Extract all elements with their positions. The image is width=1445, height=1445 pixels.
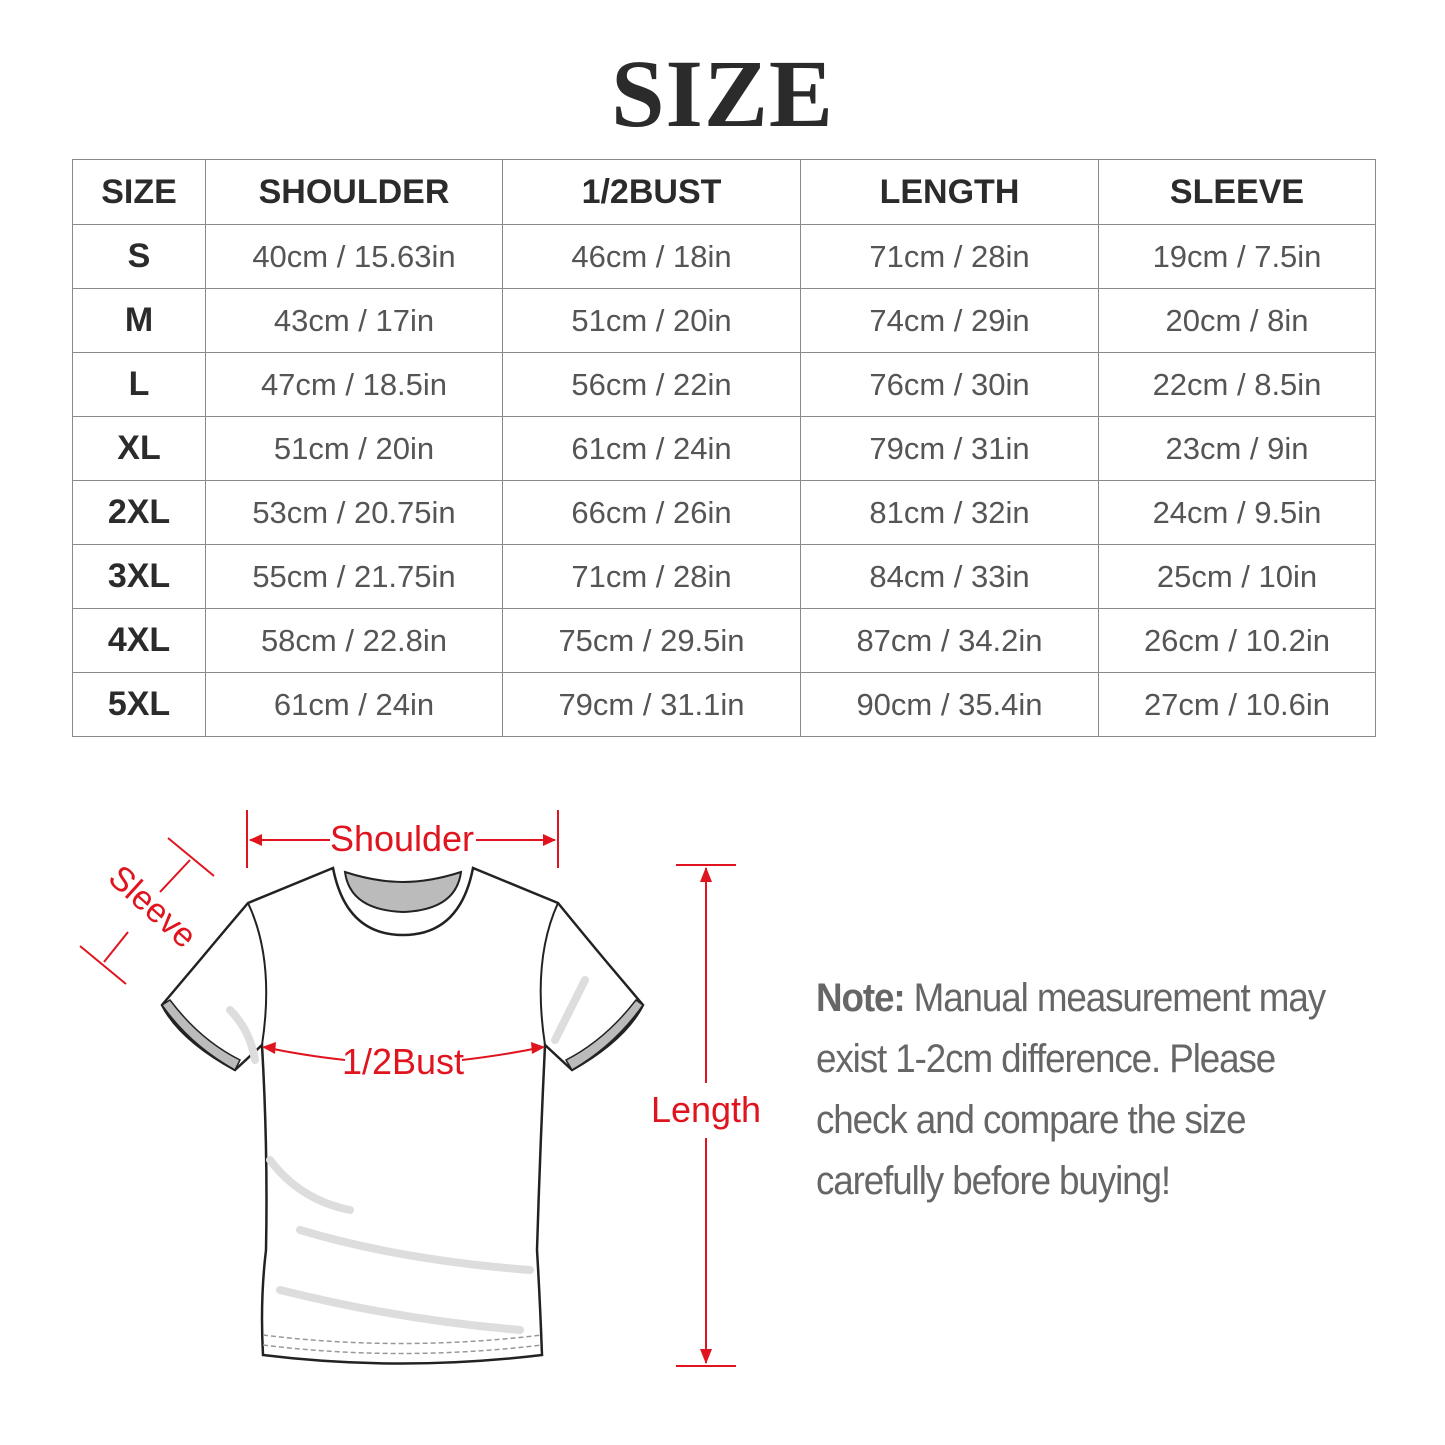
table-row: 3XL 55cm / 21.75in 71cm / 28in 84cm / 33in 2…: [72, 544, 1376, 609]
table-row: 2XL 53cm / 20.75in 66cm / 26in 81cm / 32in 2…: [72, 480, 1376, 545]
table-row: L 47cm / 18.5in 56cm / 22in 76cm / 30in 22cm…: [72, 352, 1376, 417]
page-title: SIZE: [611, 40, 834, 147]
measurement-cell: 76cm / 30in: [800, 352, 1099, 417]
measurement-cell: 55cm / 21.75in: [205, 544, 503, 609]
measurement-cell: 81cm / 32in: [800, 480, 1099, 545]
measurement-cell: 40cm / 15.63in: [205, 224, 503, 289]
column-header: SIZE: [72, 159, 206, 225]
table-header-row: SIZE SHOULDER 1/2BUST LENGTH SLEEVE: [72, 159, 1376, 225]
size-table: SIZE SHOULDER 1/2BUST LENGTH SLEEVE S 40cm / …: [72, 159, 1376, 737]
table-row: XL 51cm / 20in 61cm / 24in 79cm / 31in 23cm …: [72, 416, 1376, 481]
size-cell: 3XL: [72, 544, 206, 609]
measurement-cell: 75cm / 29.5in: [502, 608, 801, 673]
measurement-cell: 25cm / 10in: [1098, 544, 1376, 609]
measurement-cell: 27cm / 10.6in: [1098, 672, 1376, 737]
measurement-cell: 79cm / 31in: [800, 416, 1099, 481]
measurement-cell: 53cm / 20.75in: [205, 480, 503, 545]
size-cell: S: [72, 224, 206, 289]
table-row: 4XL 58cm / 22.8in 75cm / 29.5in 87cm / 34.2…: [72, 608, 1376, 673]
bust-measure: 1/2Bust: [262, 1041, 545, 1082]
measurement-cell: 26cm / 10.2in: [1098, 608, 1376, 673]
measurement-cell: 84cm / 33in: [800, 544, 1099, 609]
measurement-cell: 66cm / 26in: [502, 480, 801, 545]
measurement-cell: 22cm / 8.5in: [1098, 352, 1376, 417]
table-row: M 43cm / 17in 51cm / 20in 74cm / 29in 20cm /…: [72, 288, 1376, 353]
measurement-cell: 51cm / 20in: [502, 288, 801, 353]
table-row: 5XL 61cm / 24in 79cm / 31.1in 90cm / 35.4in…: [72, 672, 1376, 737]
measurement-cell: 20cm / 8in: [1098, 288, 1376, 353]
size-cell: 4XL: [72, 608, 206, 673]
measurement-cell: 43cm / 17in: [205, 288, 503, 353]
column-header: SHOULDER: [205, 159, 503, 225]
column-header: LENGTH: [800, 159, 1099, 225]
size-cell: L: [72, 352, 206, 417]
measurement-cell: 61cm / 24in: [205, 672, 503, 737]
measurement-cell: 23cm / 9in: [1098, 416, 1376, 481]
measurement-cell: 56cm / 22in: [502, 352, 801, 417]
tshirt-diagram: Shoulder Sleeve 1/2Bust Length: [79, 810, 761, 1367]
tshirt-outline: [160, 866, 645, 1365]
length-measure: Length: [651, 864, 761, 1367]
measurement-cell: 71cm / 28in: [800, 224, 1099, 289]
length-label: Length: [651, 1089, 761, 1130]
shoulder-measure: Shoulder: [246, 810, 559, 868]
measurement-cell: 51cm / 20in: [205, 416, 503, 481]
column-header: SLEEVE: [1098, 159, 1376, 225]
sleeve-label: Sleeve: [101, 858, 204, 956]
column-header: 1/2BUST: [502, 159, 801, 225]
measurement-cell: 79cm / 31.1in: [502, 672, 801, 737]
bust-label: 1/2Bust: [342, 1041, 464, 1082]
size-cell: 2XL: [72, 480, 206, 545]
measurement-cell: 19cm / 7.5in: [1098, 224, 1376, 289]
measurement-cell: 71cm / 28in: [502, 544, 801, 609]
size-cell: M: [72, 288, 206, 353]
shoulder-label: Shoulder: [330, 818, 474, 859]
measurement-cell: 61cm / 24in: [502, 416, 801, 481]
note-label: Note:: [816, 976, 906, 1020]
table-row: S 40cm / 15.63in 46cm / 18in 71cm / 28in 19c…: [72, 224, 1376, 289]
sleeve-measure: Sleeve: [79, 837, 215, 985]
size-cell: 5XL: [72, 672, 206, 737]
measurement-cell: 47cm / 18.5in: [205, 352, 503, 417]
measurement-cell: 87cm / 34.2in: [800, 608, 1099, 673]
measurement-cell: 24cm / 9.5in: [1098, 480, 1376, 545]
measurement-cell: 90cm / 35.4in: [800, 672, 1099, 737]
size-cell: XL: [72, 416, 206, 481]
measurement-cell: 46cm / 18in: [502, 224, 801, 289]
note-body: Manual measurement may exist 1-2cm diffe…: [816, 976, 1326, 1203]
note-text: Note: Manual measurement may exist 1-2cm…: [816, 968, 1368, 1212]
measurement-cell: 74cm / 29in: [800, 288, 1099, 353]
measurement-cell: 58cm / 22.8in: [205, 608, 503, 673]
